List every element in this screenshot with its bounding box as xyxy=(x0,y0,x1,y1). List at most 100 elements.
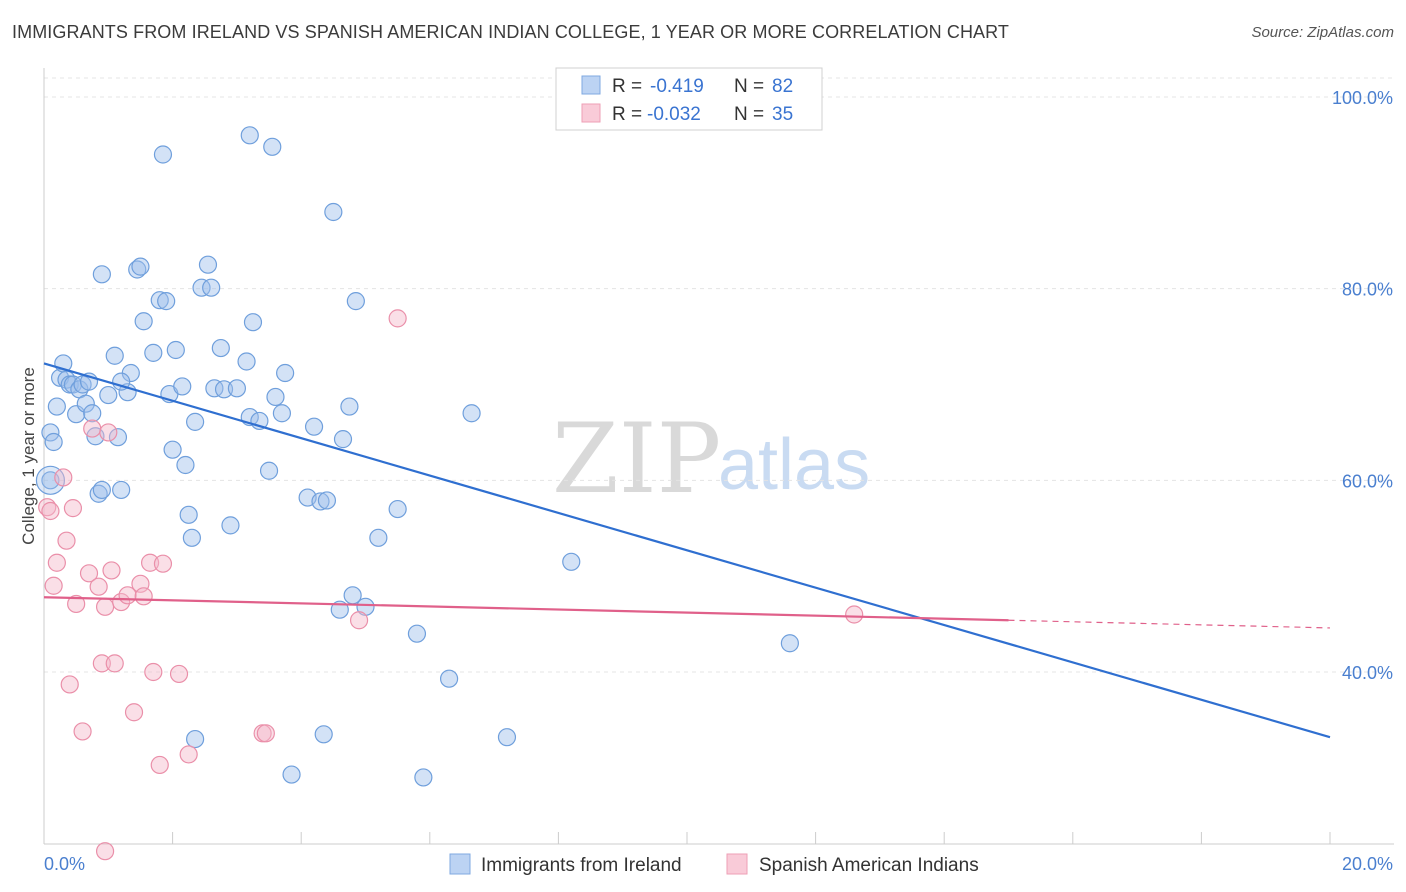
data-point xyxy=(266,387,285,407)
legend-r-value-2: -0.032 xyxy=(647,104,701,125)
data-point xyxy=(57,531,76,550)
y-tick-label: 80.0% xyxy=(1342,280,1393,300)
data-point xyxy=(73,722,92,741)
data-point xyxy=(497,728,517,747)
bottom-legend-label-ireland: Immigrants from Ireland xyxy=(481,855,682,876)
data-point xyxy=(205,379,224,398)
data-point xyxy=(95,842,115,861)
data-point xyxy=(60,675,79,694)
data-point xyxy=(140,553,160,572)
chart-title: IMMIGRANTS FROM IRELAND VS SPANISH AMERI… xyxy=(12,22,1010,42)
data-point xyxy=(780,634,799,653)
data-point xyxy=(99,385,118,405)
data-point xyxy=(92,480,111,500)
data-point xyxy=(282,765,301,784)
data-point xyxy=(128,260,147,279)
data-point xyxy=(240,126,259,145)
data-point xyxy=(54,468,73,487)
bottom-legend-label-spanish-american-indians: Spanish American Indians xyxy=(759,855,979,876)
data-point xyxy=(83,419,102,438)
data-point xyxy=(324,202,343,222)
data-point xyxy=(41,423,60,442)
data-point xyxy=(192,278,211,297)
data-point xyxy=(112,592,131,612)
y-tick-label: 100.0% xyxy=(1332,88,1393,108)
data-point xyxy=(105,346,124,365)
data-point xyxy=(333,430,353,449)
data-point xyxy=(134,312,153,331)
data-point xyxy=(562,552,581,571)
legend-r-label-1: R = xyxy=(612,76,642,97)
data-point xyxy=(150,755,169,775)
data-point xyxy=(144,343,163,362)
data-point xyxy=(92,654,111,673)
data-point xyxy=(67,594,86,614)
legend-n-value-1: 82 xyxy=(772,76,793,97)
series-immigrants-from-ireland xyxy=(35,126,799,787)
data-point xyxy=(186,729,205,749)
trend-lines xyxy=(43,362,1331,739)
data-point xyxy=(112,480,131,500)
data-point xyxy=(340,397,359,416)
data-point xyxy=(47,553,66,572)
y-tick-labels: 100.0% 80.0% 60.0% 40.0% xyxy=(1332,88,1393,683)
data-point xyxy=(102,561,121,580)
bottom-legend-swatch-spanish-american-indians xyxy=(726,853,748,875)
data-point xyxy=(157,292,176,311)
x-ticks xyxy=(43,832,1331,844)
data-point xyxy=(311,492,330,511)
legend-n-label-1: N = xyxy=(734,76,764,97)
data-point xyxy=(439,669,459,688)
data-point xyxy=(198,255,218,274)
trend-line-ireland xyxy=(43,362,1331,739)
data-point xyxy=(47,397,66,416)
data-point xyxy=(41,501,60,521)
data-point xyxy=(388,499,407,519)
data-point xyxy=(150,291,169,310)
y-axis-title: College, 1 year or more xyxy=(19,367,38,545)
data-point xyxy=(237,352,256,371)
data-point xyxy=(153,554,173,573)
source-label: Source: ZipAtlas.com xyxy=(1251,24,1394,41)
watermark-zip: ZIP xyxy=(552,403,721,515)
data-point xyxy=(369,528,388,547)
data-point xyxy=(92,265,111,284)
data-point xyxy=(276,363,295,383)
data-point xyxy=(169,664,189,684)
legend-n-value-2: 35 xyxy=(772,104,793,125)
data-point xyxy=(221,516,240,535)
data-point xyxy=(44,576,63,595)
correlation-legend: R = -0.419 N = 82 R = -0.032 N = 35 xyxy=(555,67,823,131)
data-point xyxy=(144,662,163,682)
data-point xyxy=(134,587,153,606)
data-point xyxy=(186,412,205,431)
data-point xyxy=(259,461,279,480)
data-point xyxy=(407,624,427,643)
data-point xyxy=(256,724,275,743)
legend-n-label-2: N = xyxy=(734,104,764,125)
data-point xyxy=(349,611,369,630)
data-point xyxy=(166,340,185,360)
data-point xyxy=(346,292,365,311)
data-point xyxy=(99,423,118,442)
data-point xyxy=(83,404,102,423)
legend-r-value-1: -0.419 xyxy=(650,76,704,97)
data-point xyxy=(462,404,481,423)
data-point xyxy=(153,145,173,164)
watermark-atlas: atlas xyxy=(718,425,870,505)
data-point xyxy=(414,768,433,787)
data-point xyxy=(95,597,115,616)
data-point xyxy=(108,428,128,447)
data-point xyxy=(124,703,144,722)
data-point xyxy=(314,725,333,744)
data-point xyxy=(35,465,66,495)
data-point xyxy=(388,309,407,328)
data-point xyxy=(112,372,131,391)
data-point xyxy=(317,491,337,510)
data-point xyxy=(63,499,83,518)
axes xyxy=(43,68,1394,845)
y-tick-label: 60.0% xyxy=(1342,471,1393,491)
x-tick-label-max: 20.0% xyxy=(1342,854,1393,874)
data-point xyxy=(227,379,246,398)
